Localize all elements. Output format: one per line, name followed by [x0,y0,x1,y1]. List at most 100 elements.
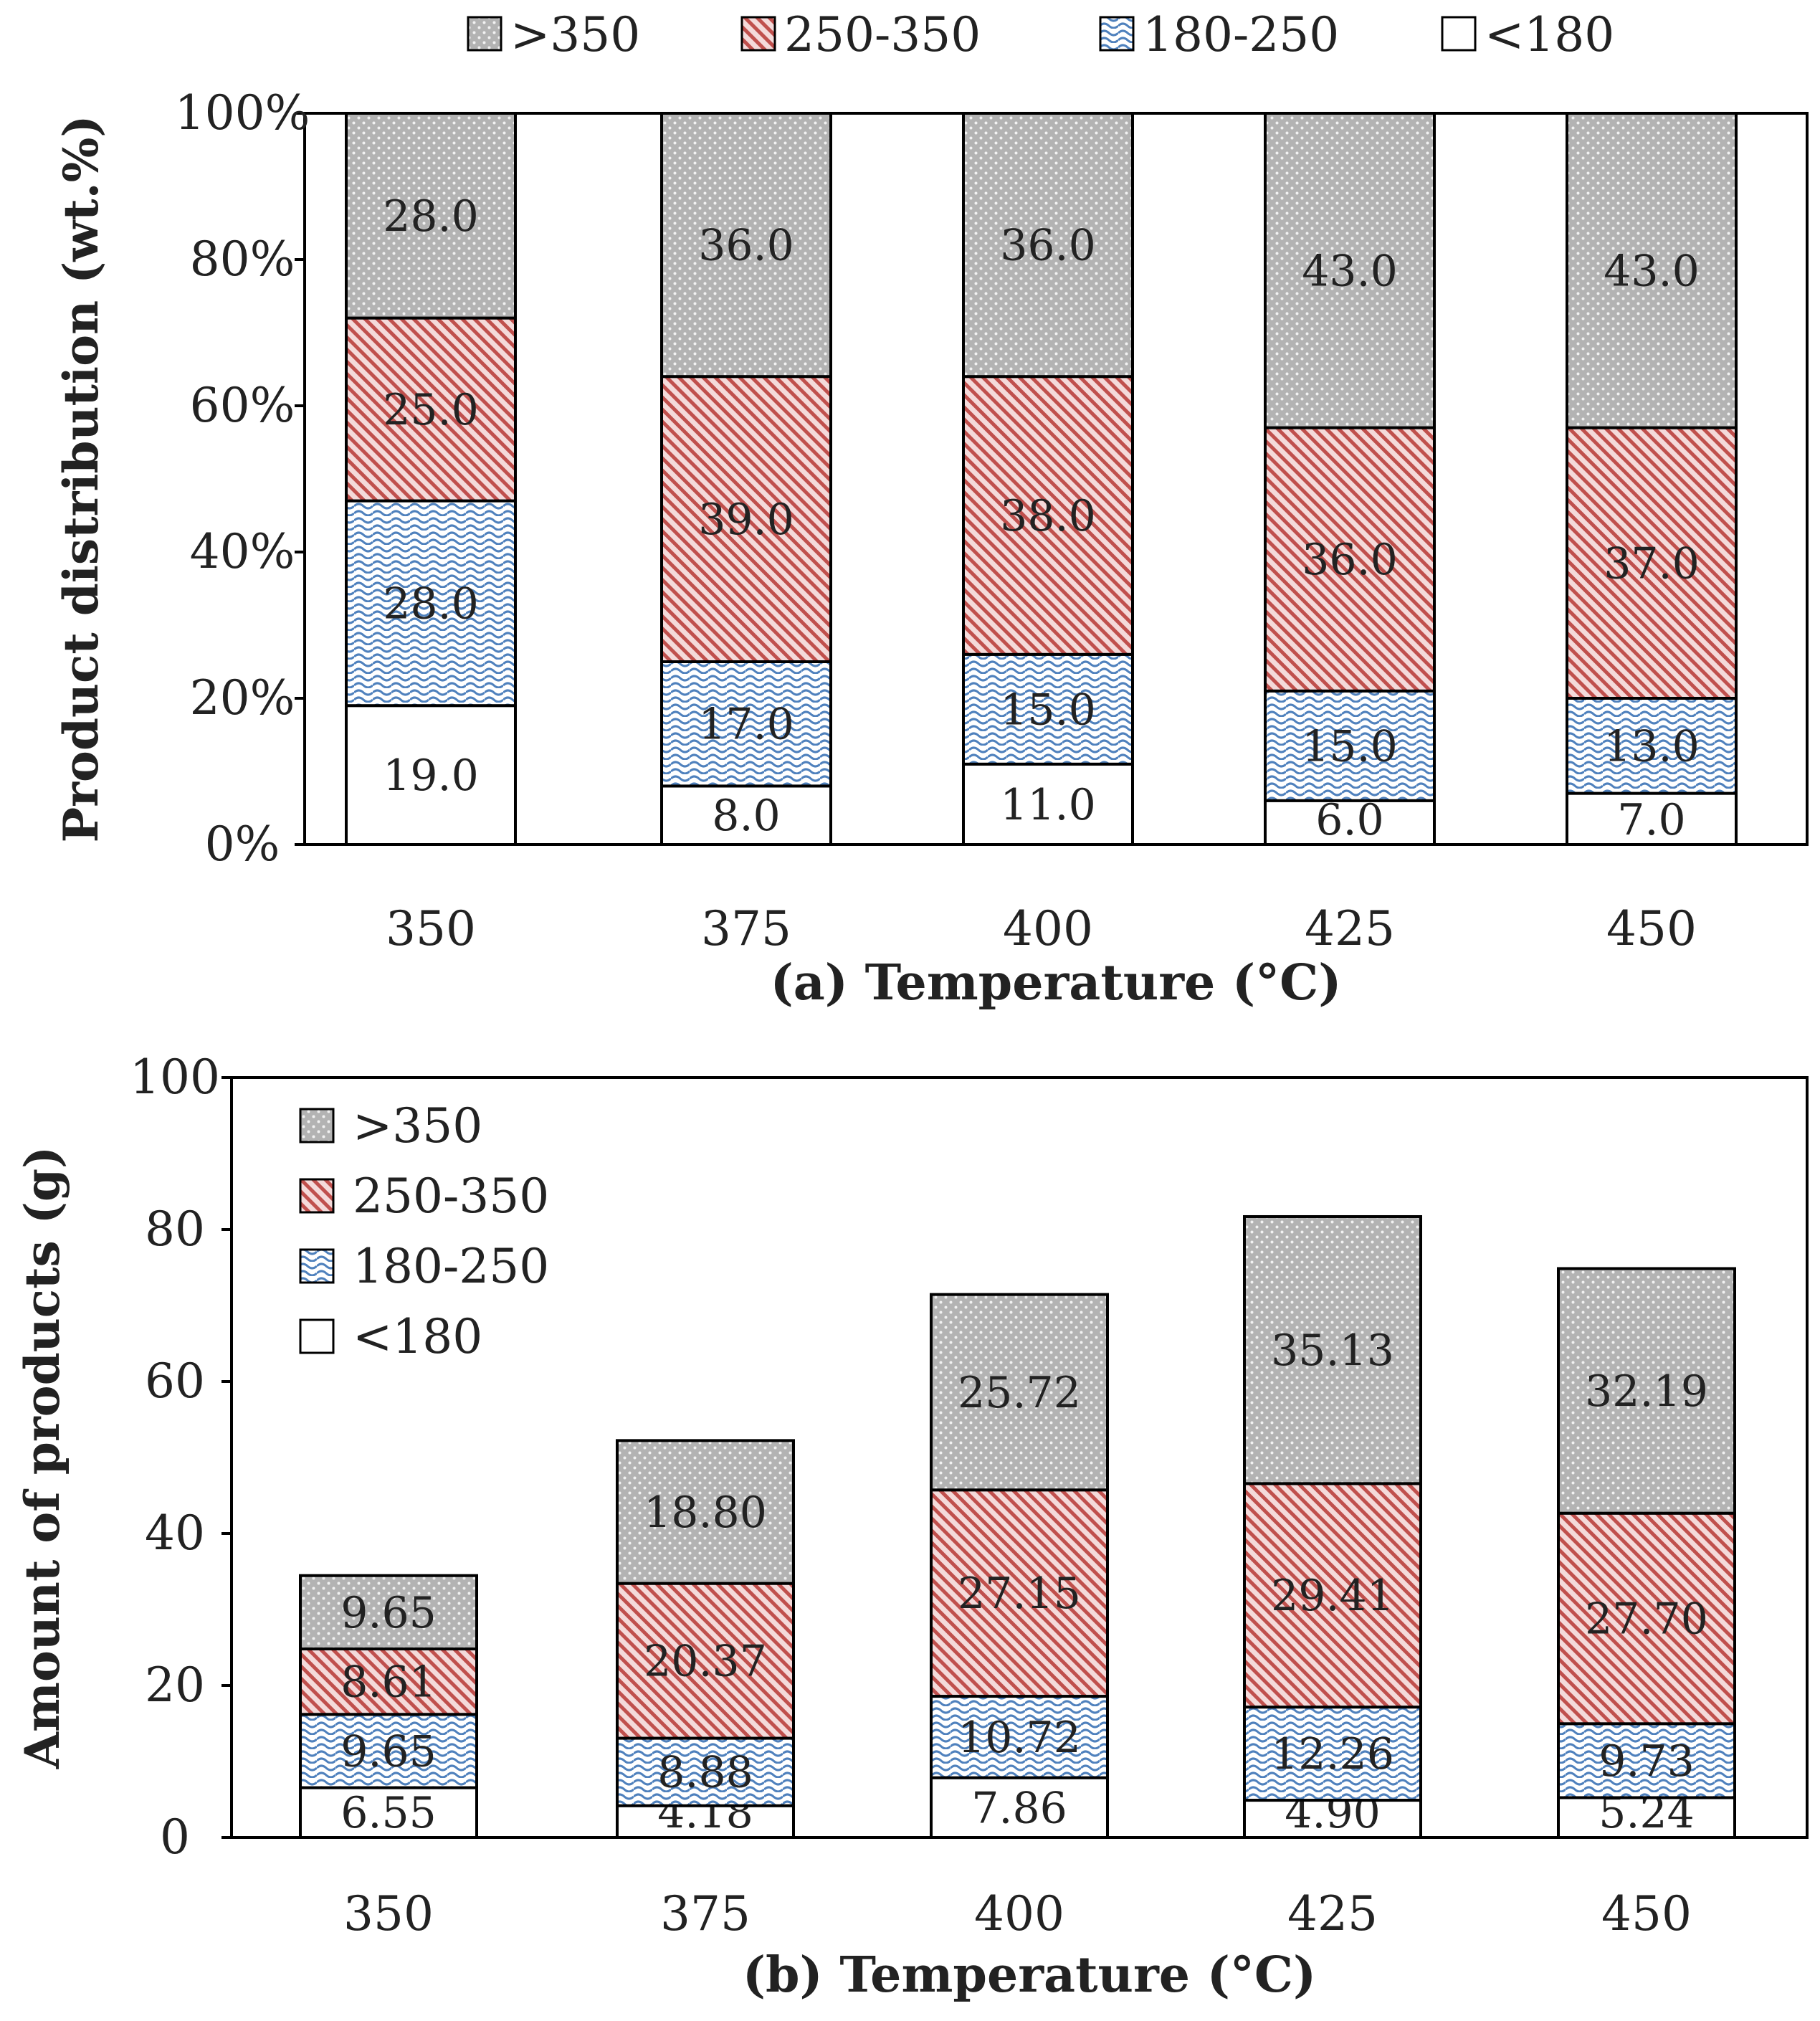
y-tick-label: 0 [160,1810,190,1865]
y-tick-label: 40 [145,1506,205,1561]
x-tick-label: 425 [1287,1886,1378,1941]
legend-b-swatch-250-350 [299,1178,335,1214]
bar-segment-lt180 [345,704,517,847]
data-label: 25.72 [958,1368,1081,1418]
data-label: 15.0 [1000,685,1096,735]
legend-b-swatch-lt180 [299,1318,335,1354]
y-tick-label: 60% [190,378,295,433]
legend-a-swatch-180-250 [1099,16,1135,52]
data-label: 36.0 [1302,535,1398,585]
data-label: 39.0 [698,495,794,545]
y-tick-label: 80 [145,1202,205,1257]
bar-segment-r180_250 [1243,1706,1422,1802]
legend-a-label-gt350: >350 [510,7,640,62]
legend-a-label-lt180: <180 [1485,7,1614,62]
legend-a-swatch-250-350 [740,16,776,52]
bar-segment-r250_350 [616,1582,795,1740]
bar-segment-r250_350 [1566,426,1738,700]
data-label: 6.0 [1315,795,1383,845]
data-label: 9.73 [1599,1736,1695,1787]
y-tick-label: 100 [130,1050,220,1105]
data-label: 15.0 [1302,721,1398,771]
legend-a-swatch-gt350 [467,16,502,52]
bar-segment-gt350 [616,1439,795,1585]
bar-segment-r250_350 [930,1488,1109,1698]
data-label: 37.0 [1604,538,1700,589]
y-tick-label: 0% [205,817,280,872]
legend-b-label-180-250: 180-250 [353,1239,549,1294]
x-tick-label: 425 [1305,901,1395,956]
data-label: 35.13 [1271,1326,1394,1376]
legend-a-swatch-lt180 [1441,16,1477,52]
legend-b-label-250-350: 250-350 [353,1169,549,1224]
bar-segment-r250_350 [962,375,1134,656]
data-label: 19.0 [383,751,479,801]
x-tick-label: 400 [1003,901,1093,956]
x-tick-label: 450 [1601,1886,1692,1941]
bar-segment-gt350 [1557,1267,1736,1515]
data-label: 12.26 [1271,1729,1394,1779]
data-label: 28.0 [383,579,479,629]
data-label: 27.70 [1585,1594,1708,1645]
data-label: 11.0 [1000,780,1096,830]
data-label: 17.0 [698,700,794,750]
data-label: 9.65 [340,1726,437,1777]
y-tick-label: 60 [145,1354,205,1409]
bar-segment-gt350 [299,1574,478,1651]
bar-segment-gt350 [345,112,517,320]
legend-a-label-250-350: 250-350 [784,7,981,62]
data-label: 7.0 [1617,795,1685,845]
bars-a: 19.0 28.0 25.0 28.0 8.0 17.0 39.0 36.0 11.0 15.0 3… [345,112,1738,847]
x-axis-title-b: (b) Temperature (°C) [743,1946,1316,2004]
x-axis-b: 350 375 400 425 450 [343,1886,1692,1941]
data-label: 36.0 [1000,221,1096,271]
x-axis-a: 350 375 400 425 450 [386,901,1697,956]
bar-segment-r180_250 [1566,697,1738,795]
y-tick-label: 100% [175,85,310,141]
y-tick-label: 20% [190,670,295,726]
bar-segment-r180_250 [1557,1722,1736,1799]
legend-b-label-gt350: >350 [353,1098,482,1154]
bar-segment-r180_250 [345,499,517,708]
data-label: 29.41 [1271,1571,1394,1621]
chart-b: 6.559.658.619.654.188.8820.3718.807.8610… [14,1050,1809,2004]
legend-a-label-180-250: 180-250 [1143,7,1339,62]
bar-segment-lt180 [930,1776,1109,1840]
data-label: 9.65 [340,1588,437,1638]
y-axis-a: 0% 20% 40% 60% 80% 100% [175,85,310,872]
data-label: 36.0 [698,221,794,271]
x-tick-label: 350 [386,901,476,956]
data-label: 8.88 [657,1748,753,1798]
bar-segment-r250_350 [1264,426,1436,693]
data-label: 10.72 [958,1713,1081,1763]
data-label: 43.0 [1604,246,1700,296]
bar-segment-gt350 [1264,112,1436,429]
bar-segment-r250_350 [660,375,832,663]
bar-segment-r250_350 [299,1647,478,1716]
legend-b-swatch-180-250 [299,1248,335,1284]
bar-segment-r180_250 [930,1695,1109,1779]
y-axis-b: 0 20 40 60 80 100 [130,1050,232,1865]
y-axis-title-a: Product distribution (wt.%) [53,115,109,842]
legend-b-label-lt180: <180 [353,1309,482,1364]
y-tick-label: 80% [190,232,295,287]
bar-segment-gt350 [1566,112,1738,429]
chart-a: >350 250-350 180-250 <180 19.0 28.0 25.0 28… [53,7,1809,1012]
x-axis-title-a: (a) Temperature (°C) [771,954,1342,1012]
data-label: 7.86 [971,1783,1067,1833]
bar-segment-r180_250 [962,652,1134,766]
bar-segment-gt350 [962,112,1134,379]
legend-a: >350 250-350 180-250 <180 [467,7,1614,62]
x-tick-label: 450 [1606,901,1697,956]
data-label: 27.15 [958,1569,1081,1619]
data-label: 43.0 [1302,246,1398,296]
y-tick-label: 40% [190,524,295,579]
legend-b-swatch-gt350 [299,1108,335,1143]
x-tick-label: 375 [660,1886,751,1941]
bar-segment-r180_250 [660,660,832,788]
data-label: 20.37 [644,1637,767,1687]
data-label: 25.0 [383,385,479,435]
data-label: 13.0 [1604,721,1700,771]
bar-segment-r250_350 [1557,1511,1736,1726]
